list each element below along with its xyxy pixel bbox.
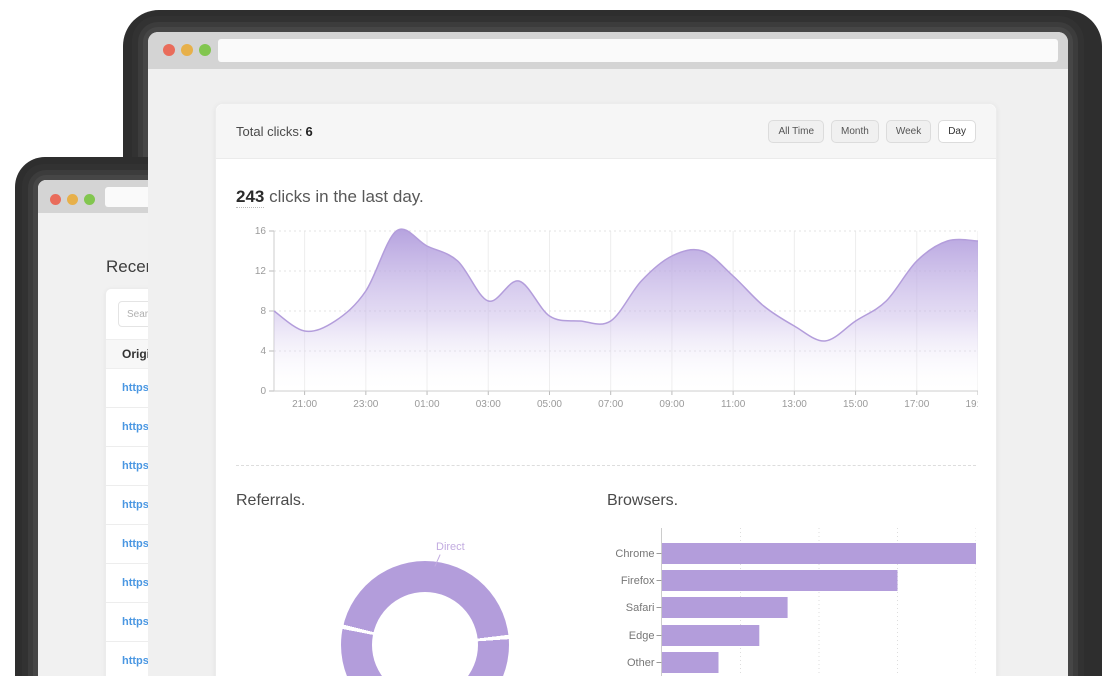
analytics-card-header: Total clicks: 6 All Time Month Week Day [216, 104, 996, 159]
front-titlebar [148, 32, 1068, 69]
link-table-row: https:// [106, 486, 148, 525]
total-clicks-value: 6 [305, 123, 313, 139]
back-browser-window: Recent Original https://https://https://… [15, 157, 148, 676]
close-window-icon[interactable] [163, 44, 175, 56]
referrals-section: Referrals. Direct [236, 492, 607, 676]
svg-text:0: 0 [260, 386, 266, 397]
back-traffic-lights [50, 194, 95, 205]
links-table-card: Original https://https://https://https:/… [105, 288, 148, 676]
svg-text:05:00: 05:00 [537, 399, 562, 410]
link-table-row: https:// [106, 564, 148, 603]
front-traffic-lights [163, 44, 211, 56]
recent-links-heading: Recent [106, 257, 148, 276]
links-search-row [106, 289, 148, 339]
link-table-row: https:// [106, 525, 148, 564]
link-table-row: https:// [106, 369, 148, 408]
svg-text:Other: Other [627, 657, 655, 669]
link-table-row: https:// [106, 408, 148, 447]
analytics-card-body: 243 clicks in the last day. 21:00 23:00 01… [216, 159, 996, 676]
range-button-all-time[interactable]: All Time [768, 119, 825, 143]
svg-text:Firefox: Firefox [621, 575, 655, 587]
zoom-window-icon[interactable] [84, 194, 95, 205]
lower-sections: Referrals. Direct Browsers. C [236, 492, 977, 676]
range-button-day[interactable]: Day [938, 119, 976, 143]
original-url-link[interactable]: https:// [122, 577, 148, 589]
link-table-row: https:// [106, 603, 148, 642]
close-window-icon[interactable] [50, 194, 61, 205]
referrals-donut-chart: Direct [236, 518, 607, 676]
original-url-link[interactable]: https:// [122, 616, 148, 628]
recent-links-page: Recent Original https://https://https://… [38, 257, 148, 676]
original-url-link[interactable]: https:// [122, 655, 148, 667]
svg-text:19:00: 19:00 [965, 399, 978, 410]
donut-slice-label: Direct [436, 541, 465, 553]
browsers-bar-chart: Chrome Firefox Safari Edge Other [615, 528, 977, 676]
svg-text:17:00: 17:00 [904, 399, 929, 410]
clicks-headline: 243 clicks in the last day. [236, 187, 976, 208]
svg-text:Chrome: Chrome [615, 548, 654, 560]
front-browser-inner: Total clicks: 6 All Time Month Week Day 243 … [148, 32, 1068, 676]
zoom-window-icon[interactable] [199, 44, 211, 56]
svg-text:21:00: 21:00 [292, 399, 317, 410]
total-clicks-label: Total clicks: [236, 123, 303, 139]
svg-text:15:00: 15:00 [843, 399, 868, 410]
browsers-section: Browsers. Chrome Firefox Safari Edge Other [607, 492, 977, 676]
time-range-buttons: All Time Month Week Day [768, 119, 976, 143]
original-url-column-header: Original [122, 347, 148, 361]
svg-text:Safari: Safari [626, 602, 655, 614]
svg-text:23:00: 23:00 [353, 399, 378, 410]
link-table-row: https:// [106, 447, 148, 486]
svg-text:8: 8 [260, 306, 266, 317]
svg-text:4: 4 [260, 346, 266, 357]
links-table-header: Original [106, 339, 148, 369]
svg-text:16: 16 [255, 226, 267, 237]
svg-text:01:00: 01:00 [415, 399, 440, 410]
dashboard-page: Total clicks: 6 All Time Month Week Day 243 … [148, 69, 1068, 676]
svg-text:11:00: 11:00 [721, 399, 746, 410]
svg-text:03:00: 03:00 [476, 399, 501, 410]
browsers-title: Browsers. [607, 492, 679, 509]
svg-text:13:00: 13:00 [782, 399, 807, 410]
back-browser-inner: Recent Original https://https://https://… [38, 180, 148, 676]
original-url-link[interactable]: https:// [122, 499, 148, 511]
range-button-week[interactable]: Week [885, 119, 932, 143]
svg-text:12: 12 [255, 266, 267, 277]
clicks-count: 243 [236, 187, 265, 208]
minimize-window-icon[interactable] [181, 44, 193, 56]
donut-hole [372, 592, 478, 676]
svg-text:09:00: 09:00 [659, 399, 684, 410]
clicks-headline-rest: clicks in the last day. [264, 187, 424, 206]
link-table-row: https:// [106, 642, 148, 676]
svg-text:07:00: 07:00 [598, 399, 623, 410]
front-url-bar[interactable] [218, 39, 1058, 62]
original-url-link[interactable]: https:// [122, 382, 148, 394]
front-browser-window: Total clicks: 6 All Time Month Week Day 243 … [123, 10, 1102, 676]
total-clicks: Total clicks: 6 [236, 124, 313, 139]
back-titlebar [38, 180, 148, 213]
search-input[interactable] [118, 301, 148, 327]
back-url-bar[interactable] [105, 187, 148, 207]
original-url-link[interactable]: https:// [122, 421, 148, 433]
range-button-month[interactable]: Month [831, 119, 879, 143]
svg-text:Edge: Edge [629, 630, 655, 642]
links-table-body: https:// https:// https:// https:// https://… [106, 369, 148, 676]
analytics-card: Total clicks: 6 All Time Month Week Day 243 … [215, 103, 997, 676]
section-divider [236, 465, 976, 466]
original-url-link[interactable]: https:// [122, 460, 148, 472]
original-url-link[interactable]: https:// [122, 538, 148, 550]
referrals-title: Referrals. [236, 492, 306, 509]
clicks-area-chart: 21:00 23:00 01:00 03:00 05:00 07:00 09:00 11:00… [255, 226, 978, 410]
minimize-window-icon[interactable] [67, 194, 78, 205]
